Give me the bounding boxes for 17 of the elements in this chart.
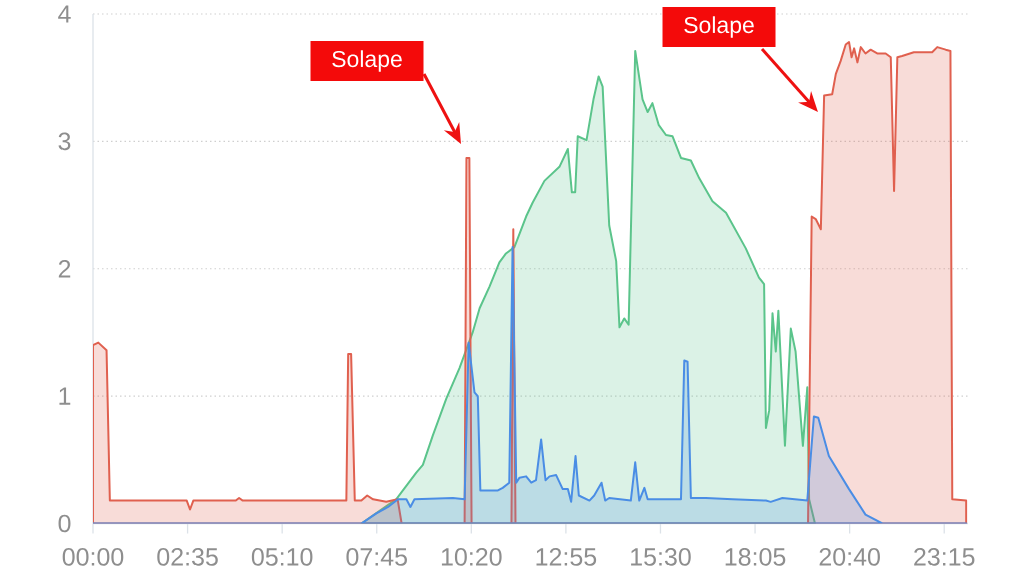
y-tick-label: 2 [58,260,71,278]
x-tick-label: 12:55 [536,548,597,566]
x-tick-label: 23:15 [914,548,975,566]
x-tick-label: 00:00 [62,548,124,566]
y-tick-label: 3 [58,132,71,151]
y-tick-label: 4 [58,5,71,23]
x-tick-label: 07:45 [346,548,407,566]
annotation: Solape [332,50,402,72]
x-tick-label: 02:35 [157,548,218,566]
y-tick-label: 1 [59,387,71,405]
annotation: Solape [684,16,754,38]
y-tick-label: 0 [58,514,71,533]
x-tick-label: 15:30 [631,548,691,566]
x-tick-label: 05:10 [251,548,313,566]
x-tick-label: 20:40 [819,548,880,566]
x-tick-label: 10:20 [441,548,502,566]
x-tick-label: 18:05 [725,548,786,566]
